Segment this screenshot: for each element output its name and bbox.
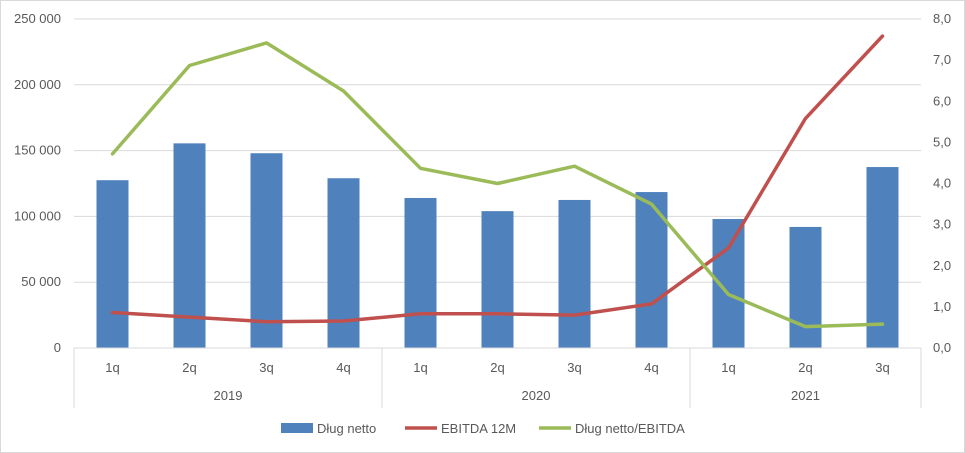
x-tick-label: 2q: [798, 360, 812, 375]
y-tick-label: 50 000: [21, 274, 61, 289]
lines: [110, 34, 885, 329]
x-tick-label: 1q: [721, 360, 735, 375]
x-tick-label: 3q: [567, 360, 581, 375]
y-tick-label: 250 000: [14, 11, 61, 26]
y-tick-label: 200 000: [14, 77, 61, 92]
bar: [866, 167, 899, 348]
legend: Dług netto EBITDA 12M Dług netto/EBITDA: [281, 421, 685, 436]
bar: [481, 211, 514, 348]
y2-tick-label: 2,0: [933, 258, 951, 273]
bars: [96, 143, 899, 348]
legend-swatch: [281, 423, 313, 433]
legend-label: Dług netto/EBITDA: [575, 421, 685, 436]
y2-tick-label: 8,0: [933, 11, 951, 26]
y2-tick-label: 7,0: [933, 52, 951, 67]
bar: [250, 153, 283, 348]
x-tick-label: 3q: [259, 360, 273, 375]
x-tick-label: 2q: [490, 360, 504, 375]
x-tick-label: 1q: [413, 360, 427, 375]
x-group-label: 2019: [214, 388, 243, 403]
y2-tick-label: 3,0: [933, 217, 951, 232]
y-tick-label: 100 000: [14, 208, 61, 223]
bar: [404, 197, 437, 348]
x-tick-label: 3q: [875, 360, 889, 375]
y2-tick-label: 5,0: [933, 134, 951, 149]
y2-tick-label: 6,0: [933, 93, 951, 108]
bar: [96, 180, 129, 348]
x-tick-label: 2q: [182, 360, 196, 375]
x-tick-label: 1q: [105, 360, 119, 375]
legend-label: Dług netto: [317, 421, 376, 436]
x-group-label: 2021: [791, 388, 820, 403]
legend-label: EBITDA 12M: [441, 421, 516, 436]
bar: [558, 199, 591, 348]
y-tick-label: 150 000: [14, 143, 61, 158]
series-line: [110, 41, 885, 329]
axes: 0 50 000 100 000 150 000 200 000 250 000 0,0 1,…: [14, 11, 951, 408]
y2-tick-label: 4,0: [933, 176, 951, 191]
y2-tick-label: 1,0: [933, 299, 951, 314]
x-tick-label: 4q: [336, 360, 350, 375]
bar: [173, 143, 206, 348]
y-tick-label: 0: [54, 340, 61, 355]
series-line: [110, 34, 885, 324]
gridlines: [74, 18, 921, 283]
x-tick-label: 4q: [644, 360, 658, 375]
x-group-label: 2020: [522, 388, 551, 403]
y2-tick-label: 0,0: [933, 340, 951, 355]
bar: [789, 226, 822, 348]
